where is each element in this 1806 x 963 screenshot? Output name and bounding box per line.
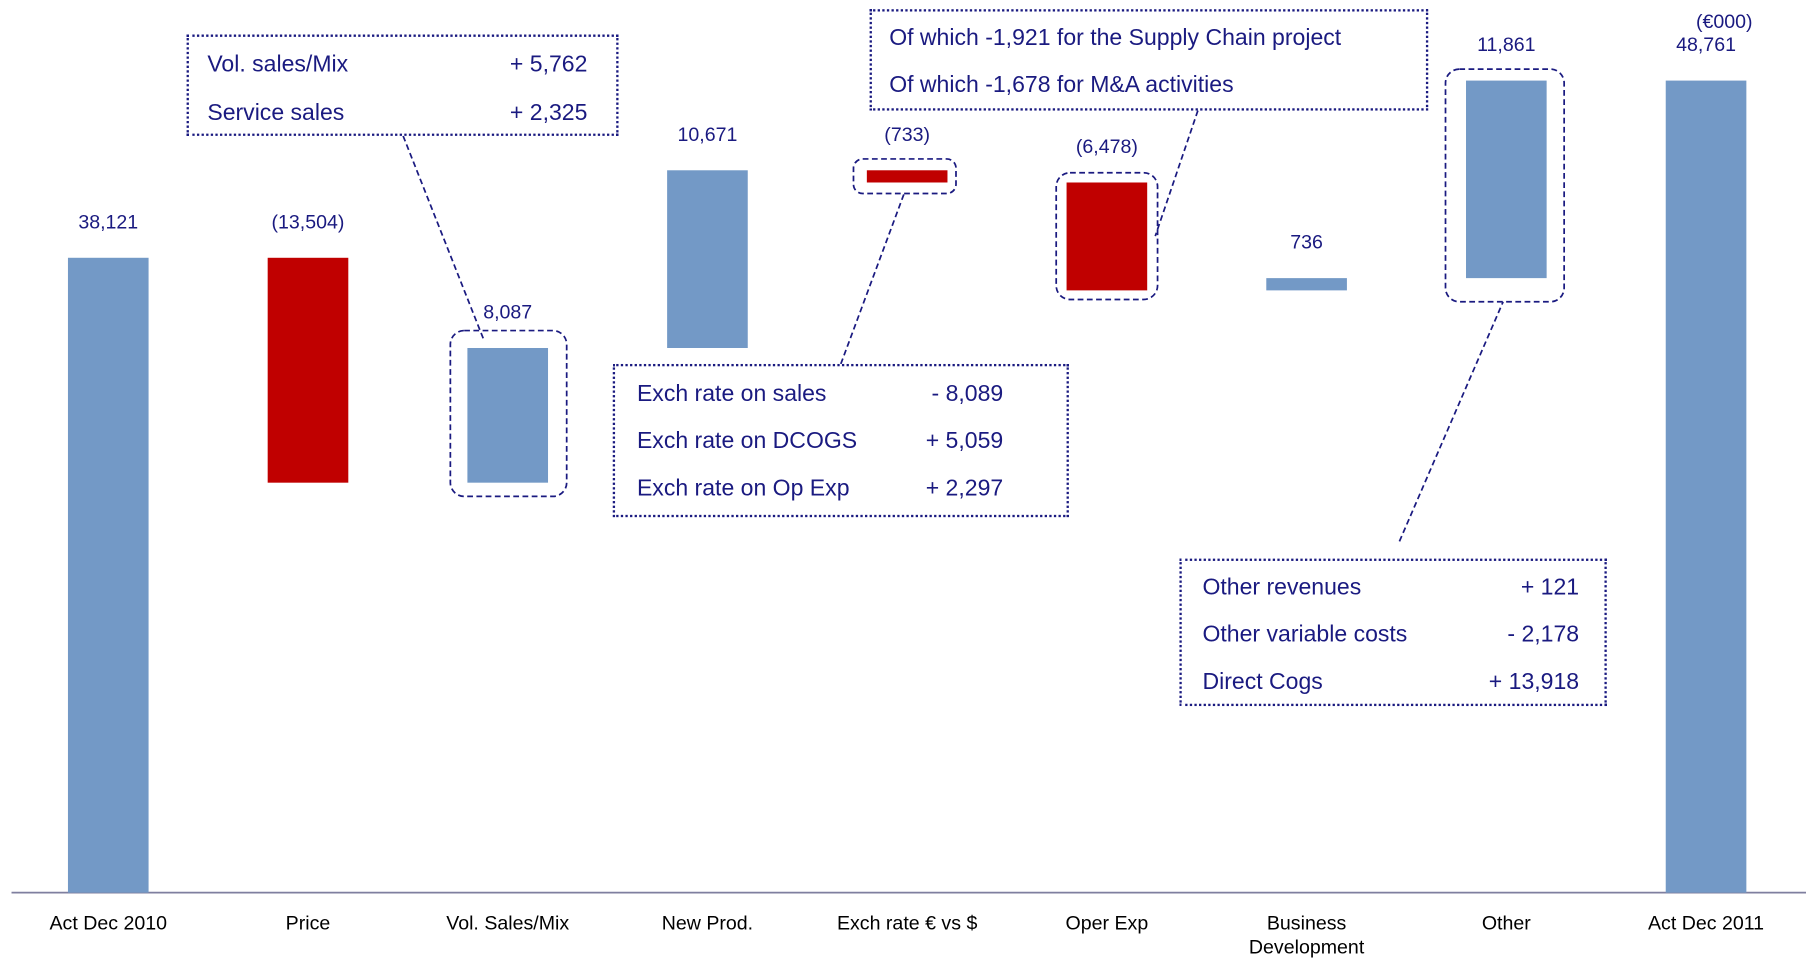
- callout-value: + 13,918: [1488, 669, 1580, 695]
- x-tick-label: Vol. Sales/Mix: [446, 912, 570, 935]
- x-tick-label: Business Development: [1248, 912, 1365, 959]
- x-tick-label: Exch rate € vs $: [836, 912, 978, 935]
- x-tick-label: Price: [285, 912, 331, 935]
- callout-connectors: [402, 68, 1566, 542]
- bar: [67, 257, 149, 893]
- bar: [1066, 182, 1148, 291]
- value-label: (13,504): [272, 211, 345, 233]
- x-tick-label: Act Dec 2011: [1647, 912, 1765, 935]
- unit-label: (€000): [1696, 11, 1753, 33]
- value-label: 736: [1290, 232, 1323, 254]
- x-tick-label: Oper Exp: [1065, 912, 1149, 935]
- connector: [402, 135, 485, 341]
- connector: [840, 193, 905, 365]
- value-label: 48,761: [1676, 34, 1736, 56]
- x-tick-label: Other: [1481, 912, 1531, 935]
- value-label: 10,671: [677, 124, 737, 146]
- callout-value: + 121: [1520, 574, 1580, 601]
- callout-label: Exch rate on Op Exp: [636, 475, 850, 502]
- callout-label: Other variable costs: [1202, 621, 1408, 648]
- callout-box: Of which -1,921 for the Supply Chain pro…: [869, 9, 1429, 111]
- callout-box: Exch rate on sales - 8,089 Exch rate on DC…: [612, 363, 1069, 518]
- value-label: (6,478): [1076, 136, 1138, 158]
- highlight: [852, 158, 957, 195]
- value-label: 38,121: [78, 211, 138, 233]
- bar: [1466, 80, 1547, 279]
- callout-value: + 2,325: [509, 100, 588, 126]
- callout-box: Other revenues + 121 Other variable costs -…: [1179, 558, 1607, 707]
- highlight: [449, 329, 568, 498]
- connector: [1398, 301, 1504, 542]
- highlight: [1444, 68, 1566, 303]
- value-label: 11,861: [1477, 34, 1535, 56]
- bar: [267, 257, 349, 483]
- callout-label: Other revenues: [1202, 574, 1362, 601]
- bar: [467, 347, 549, 483]
- x-tick-label: New Prod.: [661, 912, 754, 935]
- callout-label: Service sales: [207, 100, 345, 126]
- bar: [1266, 278, 1347, 291]
- callout-value: + 5,059: [925, 428, 1004, 454]
- highlight: [1055, 171, 1159, 301]
- value-label: (733): [884, 124, 930, 146]
- callout-value: - 2,178: [1507, 621, 1580, 648]
- bar: [1665, 80, 1747, 893]
- callout-label: Of which -1,921 for the Supply Chain pro…: [889, 25, 1342, 51]
- value-label: 8,087: [483, 302, 532, 324]
- callout-label: Vol. sales/Mix: [207, 51, 349, 78]
- callout-label: Exch rate on sales: [636, 381, 827, 407]
- callout-box: Vol. sales/Mix + 5,762 Service sales + 2,32…: [186, 34, 619, 136]
- callout-value: + 5,762: [509, 51, 588, 78]
- callout-label: Of which -1,678 for M&A activities: [889, 72, 1234, 98]
- bar: [667, 170, 748, 348]
- callout-value: - 8,089: [931, 381, 1004, 407]
- callout-value: + 2,297: [925, 475, 1004, 502]
- callout-label: Exch rate on DCOGS: [636, 428, 858, 454]
- connector: [1154, 110, 1199, 237]
- x-tick-label: Act Dec 2010: [49, 912, 168, 935]
- callout-label: Direct Cogs: [1202, 669, 1323, 695]
- bar: [866, 170, 948, 183]
